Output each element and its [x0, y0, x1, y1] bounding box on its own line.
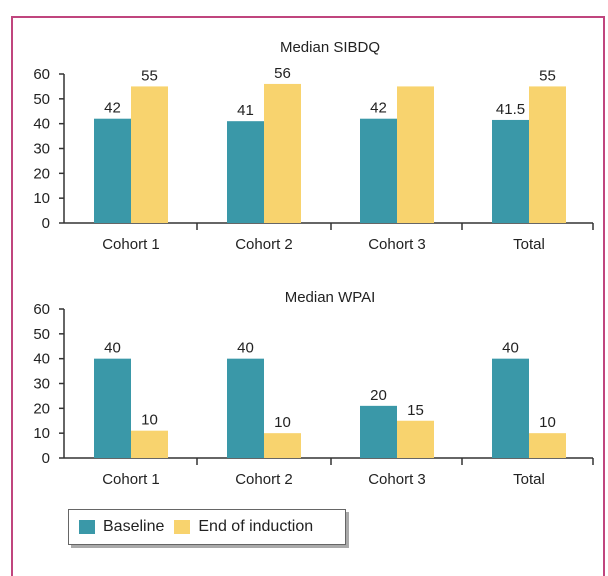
chart1-bar-baseline [227, 121, 264, 223]
chart2-category-label: Cohort 2 [235, 471, 293, 488]
chart2-category-label: Cohort 3 [368, 471, 426, 488]
chart2-category-label: Cohort 1 [102, 471, 160, 488]
chart1-y-tick-label: 60 [33, 66, 50, 83]
chart1-data-label: 41.5 [496, 101, 525, 118]
chart1-bar-end-of-induction [397, 86, 434, 224]
legend-label-end-of-induction: End of induction [198, 518, 314, 535]
chart1-category-label: Cohort 1 [102, 236, 160, 253]
chart1-category-label: Cohort 3 [368, 236, 426, 253]
chart2-y-tick-label: 0 [42, 450, 50, 467]
chart1-bar-end-of-induction [529, 86, 566, 224]
chart2-bar-baseline [492, 358, 529, 458]
chart2-bar-baseline [360, 405, 397, 458]
chart1-data-label: 41 [237, 102, 254, 119]
chart1-y-tick-label: 40 [33, 116, 50, 133]
chart2-data-label: 40 [104, 340, 121, 357]
chart1-y-tick-label: 50 [33, 91, 50, 108]
chart2-y-tick-label: 30 [33, 376, 50, 393]
chart2-y-tick-label: 20 [33, 400, 50, 417]
chart1-y-tick-label: 20 [33, 165, 50, 182]
chart2-y-tick-label: 40 [33, 351, 50, 368]
chart1-title: Median SIBDQ [280, 39, 380, 56]
legend-item-baseline: Baseline [79, 518, 164, 536]
chart2-data-label: 10 [141, 412, 158, 429]
chart2-bar-baseline [227, 358, 264, 458]
chart1-category-label: Total [513, 236, 545, 253]
chart2-bar-end-of-induction [264, 433, 301, 458]
chart1-y-tick-label: 10 [33, 190, 50, 207]
chart1-data-label: 55 [141, 67, 158, 84]
legend: Baseline End of induction [68, 509, 346, 545]
chart2-data-label: 40 [502, 340, 519, 357]
chart2-data-label: 10 [274, 414, 291, 431]
chart1-bar-baseline [492, 119, 529, 223]
chart2-bar-baseline [94, 358, 131, 458]
legend-swatch-baseline [79, 520, 95, 534]
legend-label-baseline: Baseline [103, 518, 165, 535]
chart1-data-label: 56 [274, 65, 291, 82]
chart2-bar-end-of-induction [131, 430, 168, 458]
chart2-data-label: 15 [407, 402, 424, 419]
chart2-category-label: Total [513, 471, 545, 488]
chart2-data-label: 20 [370, 387, 387, 404]
chart2-data-label: 40 [237, 340, 254, 357]
chart1-bar-end-of-induction [264, 83, 301, 223]
chart1-bar-baseline [94, 118, 131, 223]
chart2-y-tick-label: 50 [33, 326, 50, 343]
chart1-category-label: Cohort 2 [235, 236, 293, 253]
chart1-data-label: 42 [370, 100, 387, 117]
legend-swatch-end-of-induction [174, 520, 191, 534]
legend-item-end-of-induction: End of induction [174, 518, 313, 536]
chart2-data-label: 10 [539, 414, 556, 431]
chart1-bar-end-of-induction [131, 86, 168, 224]
chart-frame [11, 16, 605, 576]
chart2-bar-end-of-induction [397, 420, 434, 458]
chart1-data-label: 42 [104, 100, 121, 117]
chart1-bar-baseline [360, 118, 397, 223]
chart2-y-tick-label: 60 [33, 301, 50, 318]
chart2-y-tick-label: 10 [33, 425, 50, 442]
chart1-y-tick-label: 30 [33, 141, 50, 158]
chart2-title: Median WPAI [285, 289, 376, 306]
chart1-data-label: 55 [539, 67, 556, 84]
chart1-y-tick-label: 0 [42, 215, 50, 232]
chart2-bar-end-of-induction [529, 433, 566, 458]
